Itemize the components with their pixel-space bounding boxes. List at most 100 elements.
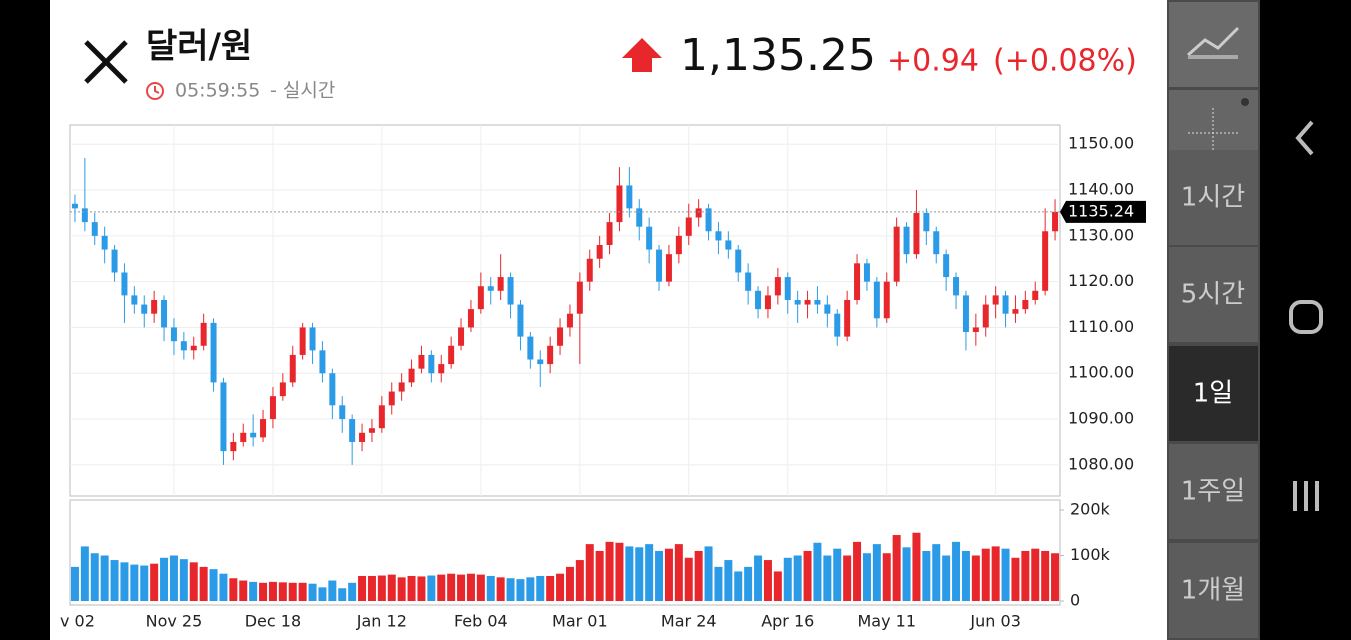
nav-bar: [1289, 120, 1323, 511]
candle-body: [220, 382, 227, 452]
period-button[interactable]: [1169, 444, 1258, 539]
candle-body: [923, 212, 930, 232]
volume-bar: [288, 582, 297, 601]
close-button[interactable]: [84, 40, 128, 84]
candle-body: [269, 396, 276, 420]
candle-body: [933, 231, 940, 255]
back-button[interactable]: [1295, 120, 1314, 156]
volume-bar: [882, 553, 891, 601]
chart-icon-base: [1188, 55, 1238, 59]
candle-body: [705, 208, 712, 232]
volume-bar: [892, 535, 901, 601]
period-button[interactable]: [1169, 346, 1258, 441]
volume-bar: [981, 548, 990, 601]
volume-bar: [70, 566, 79, 601]
candle-body: [448, 345, 455, 365]
volume-bar: [348, 582, 357, 601]
volume-bar: [843, 555, 852, 601]
volume-bar: [437, 574, 446, 601]
volume-bar: [447, 573, 456, 601]
candle-body: [200, 322, 207, 346]
time: 05:59:55: [175, 80, 260, 102]
volume-bar: [199, 566, 208, 601]
candle-body: [151, 299, 158, 314]
candle-body: [982, 304, 989, 328]
candle-body: [101, 235, 108, 250]
volume-bar: [249, 581, 258, 601]
candle-body: [873, 281, 880, 319]
candle-body: [161, 299, 168, 328]
candle-body: [507, 277, 514, 305]
volume-bar: [526, 577, 535, 601]
candle-body: [458, 327, 465, 346]
volume-bar: [625, 546, 634, 601]
candle-body: [111, 249, 118, 273]
volume-frame: [69, 499, 1061, 606]
volume-bar: [645, 544, 654, 601]
candle-body: [230, 441, 237, 452]
candle-body: [854, 263, 861, 300]
up-arrow: [622, 38, 662, 72]
candle-body: [913, 212, 920, 255]
volume-bar: [387, 574, 396, 601]
candle-body: [745, 272, 752, 291]
indicator-dot: [1241, 98, 1249, 106]
volume-bar: [694, 550, 703, 601]
volume-bar: [585, 544, 594, 601]
candle-body: [1022, 299, 1029, 310]
candle-body: [339, 405, 346, 420]
volume-bar: [298, 582, 307, 601]
volume-bar: [239, 580, 248, 601]
volume-bar: [536, 575, 545, 601]
candle-body: [467, 309, 474, 328]
volume-bar: [1001, 548, 1010, 601]
volume-bar: [457, 574, 466, 601]
candle-body: [695, 208, 702, 218]
y-tick-label: 1130.00: [1068, 225, 1134, 244]
x-tick-label: Jun 03: [969, 612, 1020, 631]
recent-button[interactable]: [1293, 481, 1319, 511]
y-tick-label: 1140.00: [1068, 180, 1134, 199]
volume-bar: [754, 555, 763, 601]
candle-body: [953, 277, 960, 296]
y-tick-label: 1100.00: [1068, 363, 1134, 382]
change: +0.94: [887, 44, 979, 79]
candle-body: [91, 222, 98, 236]
candle-body: [121, 272, 128, 296]
home-button[interactable]: [1289, 300, 1323, 334]
volume-bar: [922, 550, 931, 601]
candle-body: [497, 277, 504, 291]
candle-body: [943, 254, 950, 278]
period-button[interactable]: [1169, 150, 1258, 245]
volume-bar: [952, 541, 961, 601]
volume-bar: [546, 575, 555, 601]
volume-bar: [902, 547, 911, 601]
candle-body: [289, 354, 296, 383]
change-pct: (+0.08%): [993, 44, 1137, 79]
volume-bar: [724, 560, 733, 601]
period-button[interactable]: [1169, 543, 1258, 638]
volume-bar: [268, 581, 277, 601]
x-tick-label: Jan 12: [356, 612, 407, 631]
candle-body: [903, 226, 910, 255]
clock-icon: [146, 82, 164, 100]
volume-bar: [179, 559, 188, 601]
volume-bar: [150, 563, 159, 601]
volume-bar: [516, 579, 525, 601]
last-price-tag-bg: [1060, 200, 1146, 223]
period-button[interactable]: [1169, 247, 1258, 342]
candle-body: [299, 327, 306, 355]
candle-body: [675, 235, 682, 255]
period-label: 1일: [1193, 379, 1233, 409]
volume-bar: [1051, 553, 1060, 601]
volume-bar: [466, 573, 475, 601]
candle-body: [141, 304, 148, 314]
volume-bar: [189, 562, 198, 601]
candle-body: [596, 245, 603, 259]
candle-body: [210, 322, 217, 383]
volume-bar: [338, 588, 347, 601]
panel: [50, 0, 1167, 640]
x-tick-label: Dec 18: [245, 612, 301, 631]
x-tick-label: Feb 04: [454, 612, 508, 631]
candle-body: [883, 281, 890, 319]
